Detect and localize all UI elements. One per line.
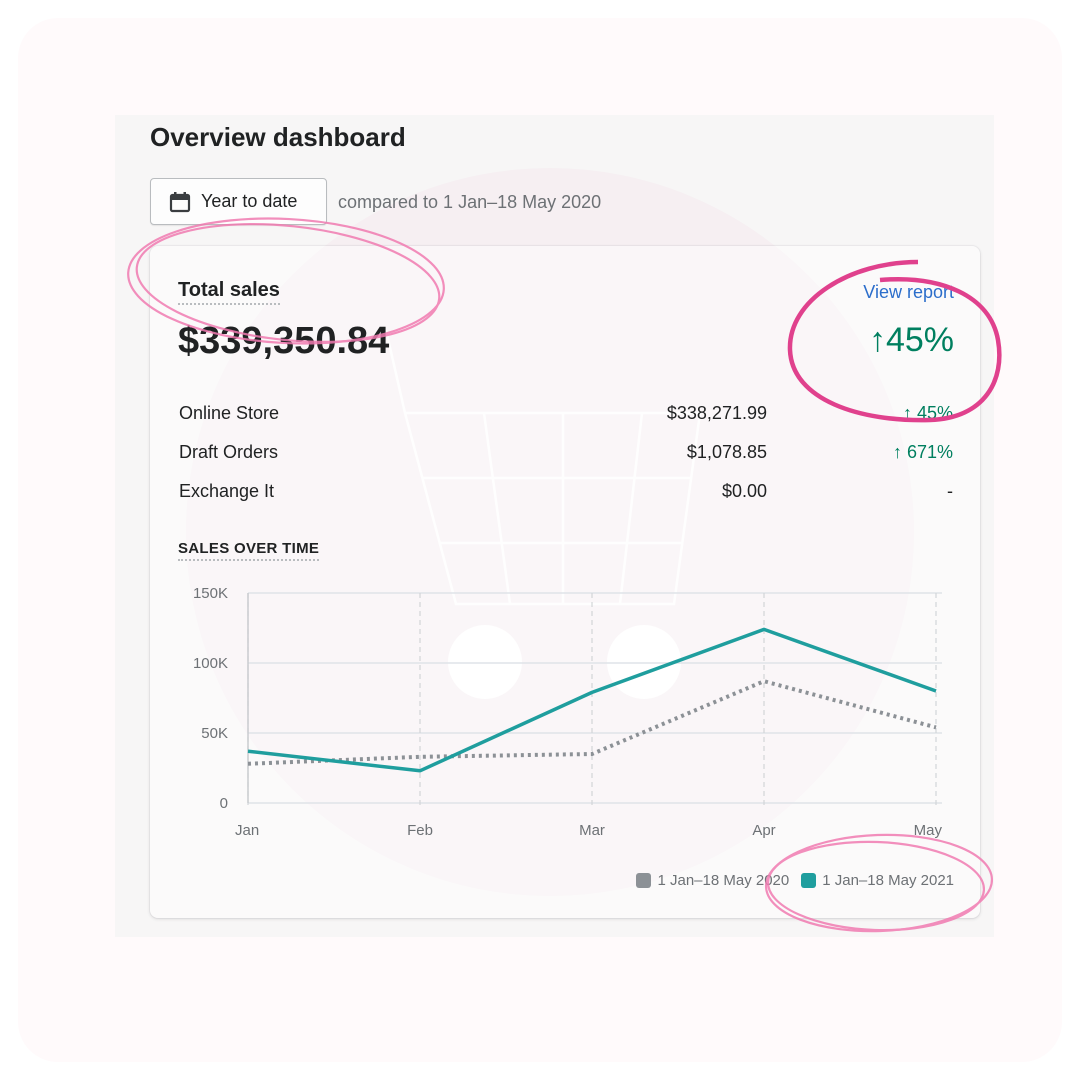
calendar-icon bbox=[169, 191, 191, 212]
total-sales-label[interactable]: Total sales bbox=[178, 279, 280, 305]
channel-amount: $1,078.85 bbox=[686, 442, 767, 462]
channel-name: Online Store bbox=[179, 403, 280, 423]
channel-name: Draft Orders bbox=[179, 442, 279, 462]
date-range-button[interactable]: Year to date bbox=[150, 178, 327, 225]
total-sales-value: $339,350.84 bbox=[178, 320, 390, 362]
page-title: Overview dashboard bbox=[150, 122, 406, 152]
date-range-label: Year to date bbox=[201, 191, 298, 211]
legend-swatch bbox=[801, 873, 817, 888]
channel-row: Online Store $338,271.99 ↑ 45% bbox=[179, 403, 953, 427]
total-sales-change: ↑45% bbox=[868, 321, 954, 359]
legend-item-2021[interactable]: 1 Jan–18 May 2021 bbox=[801, 872, 954, 889]
channel-row: Draft Orders $1,078.85 ↑ 671% bbox=[179, 442, 953, 466]
legend-label: 1 Jan–18 May 2021 bbox=[822, 872, 954, 889]
sales-over-time-label[interactable]: SALES OVER TIME bbox=[178, 540, 320, 561]
channel-name: Exchange It bbox=[179, 481, 275, 501]
view-report-link[interactable]: View report bbox=[863, 282, 954, 302]
legend-item-2020[interactable]: 1 Jan–18 May 2020 bbox=[636, 872, 789, 889]
channel-amount: $0.00 bbox=[721, 481, 767, 501]
channel-amount: $338,271.99 bbox=[666, 403, 767, 423]
channel-change: ↑ 45% bbox=[902, 403, 953, 423]
chart-legend: 1 Jan–18 May 2020 1 Jan–18 May 2021 bbox=[624, 872, 954, 889]
legend-label: 1 Jan–18 May 2020 bbox=[657, 872, 790, 889]
channel-change: ↑ 671% bbox=[892, 442, 953, 462]
channel-change: - bbox=[947, 481, 953, 501]
legend-swatch bbox=[636, 873, 652, 888]
channel-row: Exchange It $0.00 - bbox=[179, 481, 953, 505]
compare-text: compared to 1 Jan–18 May 2020 bbox=[338, 192, 602, 212]
